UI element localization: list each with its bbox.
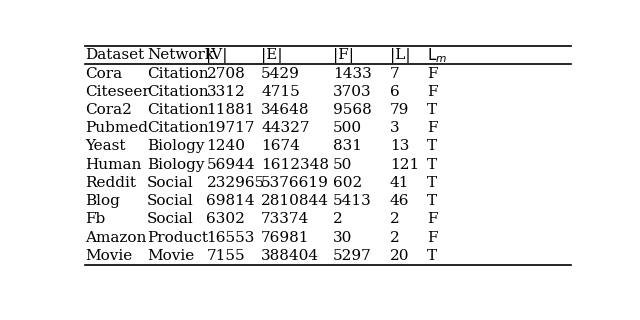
Text: 16553: 16553 — [207, 231, 255, 244]
Text: 2708: 2708 — [207, 67, 245, 81]
Text: 2: 2 — [390, 231, 400, 244]
Text: |L|: |L| — [390, 48, 411, 63]
Text: Cora: Cora — [85, 67, 122, 81]
Text: Network: Network — [147, 48, 214, 62]
Text: 11881: 11881 — [207, 103, 255, 117]
Text: F: F — [428, 212, 438, 226]
Text: 1433: 1433 — [333, 67, 372, 81]
Text: Citation: Citation — [147, 67, 209, 81]
Text: 4715: 4715 — [261, 85, 300, 99]
Text: 69814: 69814 — [207, 194, 255, 208]
Text: 500: 500 — [333, 121, 362, 135]
Text: Biology: Biology — [147, 140, 204, 154]
Text: |V|: |V| — [207, 48, 228, 63]
Text: 76981: 76981 — [261, 231, 310, 244]
Text: 7155: 7155 — [207, 249, 245, 263]
Text: 5297: 5297 — [333, 249, 372, 263]
Text: Movie: Movie — [147, 249, 194, 263]
Text: Product: Product — [147, 231, 208, 244]
Text: Citeseer: Citeseer — [85, 85, 150, 99]
Text: 1612348: 1612348 — [261, 158, 329, 172]
Text: Human: Human — [85, 158, 141, 172]
Text: F: F — [428, 67, 438, 81]
Text: 5429: 5429 — [261, 67, 300, 81]
Text: 3312: 3312 — [207, 85, 245, 99]
Text: 5413: 5413 — [333, 194, 372, 208]
Text: Blog: Blog — [85, 194, 120, 208]
Text: 602: 602 — [333, 176, 362, 190]
Text: 50: 50 — [333, 158, 353, 172]
Text: 34648: 34648 — [261, 103, 310, 117]
Text: 79: 79 — [390, 103, 410, 117]
Text: Citation: Citation — [147, 85, 209, 99]
Text: Dataset: Dataset — [85, 48, 144, 62]
Text: 46: 46 — [390, 194, 410, 208]
Text: T: T — [428, 103, 437, 117]
Text: 388404: 388404 — [261, 249, 319, 263]
Text: F: F — [428, 231, 438, 244]
Text: 30: 30 — [333, 231, 353, 244]
Text: Cora2: Cora2 — [85, 103, 132, 117]
Text: Social: Social — [147, 176, 194, 190]
Text: Fb: Fb — [85, 212, 105, 226]
Text: 20: 20 — [390, 249, 410, 263]
Text: 6302: 6302 — [207, 212, 245, 226]
Text: Movie: Movie — [85, 249, 132, 263]
Text: T: T — [428, 140, 437, 154]
Text: Social: Social — [147, 212, 194, 226]
Text: T: T — [428, 194, 437, 208]
Text: F: F — [428, 121, 438, 135]
Text: 1674: 1674 — [261, 140, 300, 154]
Text: T: T — [428, 249, 437, 263]
Text: 7: 7 — [390, 67, 399, 81]
Text: 3: 3 — [390, 121, 399, 135]
Text: Pubmed: Pubmed — [85, 121, 148, 135]
Text: Reddit: Reddit — [85, 176, 136, 190]
Text: 56944: 56944 — [207, 158, 255, 172]
Text: 2810844: 2810844 — [261, 194, 329, 208]
Text: F: F — [428, 85, 438, 99]
Text: 831: 831 — [333, 140, 362, 154]
Text: Citation: Citation — [147, 121, 209, 135]
Text: 13: 13 — [390, 140, 410, 154]
Text: 2: 2 — [333, 212, 342, 226]
Text: 121: 121 — [390, 158, 419, 172]
Text: |E|: |E| — [261, 48, 283, 63]
Text: 41: 41 — [390, 176, 410, 190]
Text: T: T — [428, 158, 437, 172]
Text: Amazon: Amazon — [85, 231, 147, 244]
Text: 73374: 73374 — [261, 212, 309, 226]
Text: 19717: 19717 — [207, 121, 255, 135]
Text: $\mathrm{L}_m$: $\mathrm{L}_m$ — [428, 46, 447, 65]
Text: T: T — [428, 176, 437, 190]
Text: Citation: Citation — [147, 103, 209, 117]
Text: 5376619: 5376619 — [261, 176, 329, 190]
Text: 9568: 9568 — [333, 103, 372, 117]
Text: 44327: 44327 — [261, 121, 310, 135]
Text: Social: Social — [147, 194, 194, 208]
Text: 2: 2 — [390, 212, 400, 226]
Text: Yeast: Yeast — [85, 140, 125, 154]
Text: 3703: 3703 — [333, 85, 372, 99]
Text: 6: 6 — [390, 85, 400, 99]
Text: |F|: |F| — [333, 48, 354, 63]
Text: 1240: 1240 — [207, 140, 246, 154]
Text: Biology: Biology — [147, 158, 204, 172]
Text: 232965: 232965 — [207, 176, 265, 190]
